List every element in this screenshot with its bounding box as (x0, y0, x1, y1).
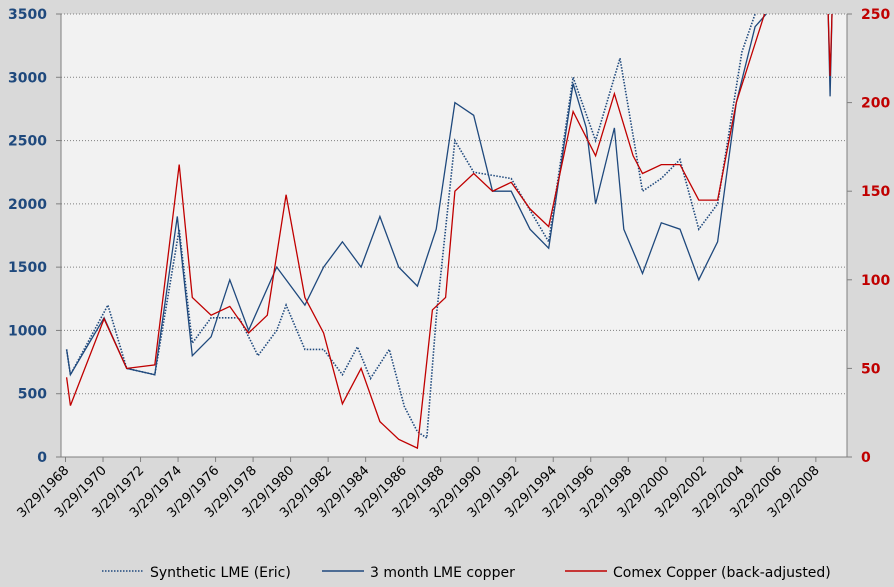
legend-label: 3 month LME copper (370, 565, 515, 581)
y-left-tick-label: 500 (18, 387, 47, 403)
y-right-tick-label: 200 (861, 96, 890, 112)
y-left-tick-label: 3500 (8, 7, 47, 23)
y-right-tick-label: 100 (861, 273, 890, 289)
y-left-tick-label: 1000 (8, 323, 47, 339)
y-left-tick-label: 2000 (8, 197, 47, 213)
legend-label: Synthetic LME (Eric) (150, 565, 291, 581)
plot-area (61, 14, 847, 457)
series-line-2 (65, 14, 833, 450)
y-left-tick-label: 1500 (8, 260, 47, 276)
y-right-tick-label: 150 (861, 184, 890, 200)
y-right-tick-label: 50 (861, 361, 881, 377)
series-line-0 (65, 14, 756, 440)
y-left-tick-label: 3000 (8, 70, 47, 86)
y-right-tick-label: 0 (861, 450, 871, 466)
y-left-tick-label: 2500 (8, 134, 47, 150)
y-right-tick-label: 250 (861, 7, 890, 23)
y-left-tick-label: 0 (37, 450, 47, 466)
series-group (65, 14, 833, 450)
legend-label: Comex Copper (back-adjusted) (613, 565, 831, 581)
